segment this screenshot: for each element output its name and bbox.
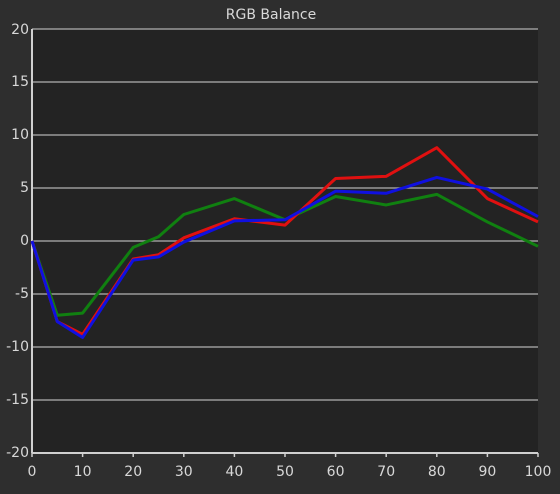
x-tick-label: 60 <box>327 464 345 480</box>
x-tick-label: 50 <box>276 464 294 480</box>
y-tick-label: 10 <box>11 127 29 143</box>
chart-title: RGB Balance <box>226 7 316 23</box>
x-tick-label: 20 <box>124 464 142 480</box>
y-tick-label: 20 <box>11 22 29 38</box>
series-line <box>30 192 539 317</box>
x-tick-label: 80 <box>428 464 446 480</box>
x-tick-label: 70 <box>377 464 395 480</box>
series-line <box>30 146 539 336</box>
x-tick-label: 90 <box>478 464 496 480</box>
x-tick-label: 0 <box>28 464 37 480</box>
y-tick-label: 0 <box>20 233 29 249</box>
y-tick-label: 5 <box>20 180 29 196</box>
y-tick-label: -5 <box>15 286 29 302</box>
x-tick-label: 10 <box>74 464 92 480</box>
x-tick-label: 30 <box>175 464 193 480</box>
y-tick-label: -15 <box>6 392 29 408</box>
y-tick-label: -20 <box>6 445 29 461</box>
y-tick-label: -10 <box>6 339 29 355</box>
x-tick-label: 100 <box>525 464 552 480</box>
y-tick-label: 15 <box>11 74 29 90</box>
series-line <box>30 175 539 339</box>
x-tick-label: 40 <box>225 464 243 480</box>
